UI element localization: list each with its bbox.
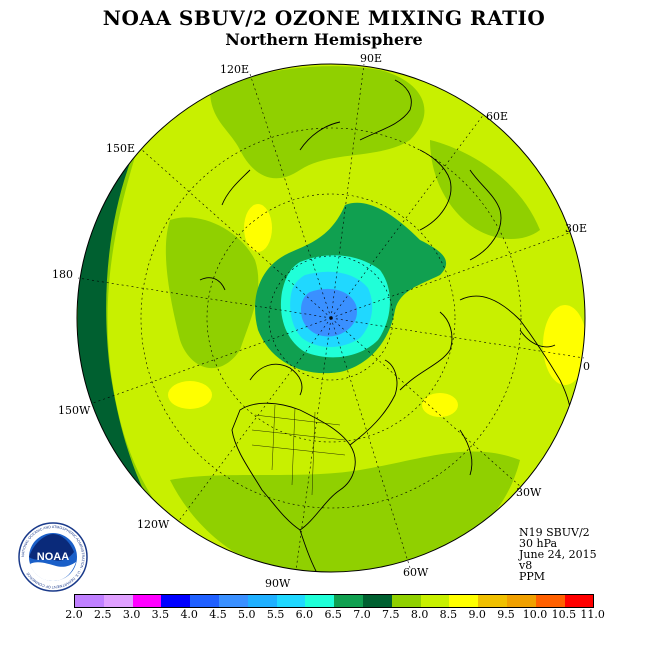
lon-label-90e: 90E <box>360 52 383 65</box>
colorbar-swatch <box>161 595 191 607</box>
ozone-field-8-5 <box>168 381 212 409</box>
colorbar-swatch <box>564 595 594 607</box>
colorbar-tick-label: 6.5 <box>324 608 342 621</box>
colorbar-tick-label: 9.5 <box>497 608 515 621</box>
colorbar-swatch <box>190 595 219 607</box>
colorbar-swatch <box>103 595 133 607</box>
colorbar-swatch <box>276 595 306 607</box>
colorbar-tick-label: 10.5 <box>551 608 577 621</box>
colorbar-swatch <box>478 595 507 607</box>
colorbar-tick-label: 4.5 <box>209 608 227 621</box>
state-borders <box>251 404 346 496</box>
colorbar-swatch <box>535 595 565 607</box>
colorbar-tick-label: 5.5 <box>266 608 285 621</box>
colorbar-swatch <box>334 595 363 607</box>
colorbar-swatch <box>391 595 421 607</box>
colorbar-tick-label: 7.5 <box>382 608 400 621</box>
colorbar-swatch <box>362 595 392 607</box>
lon-label-30w: 30W <box>516 486 542 499</box>
ozone-field-7-5 <box>170 451 520 572</box>
lon-label-90w: 90W <box>265 577 291 590</box>
colorbar-swatch <box>218 595 248 607</box>
lon-label-0: 0 <box>583 360 590 373</box>
colorbar-tick-label: 4.0 <box>180 608 198 621</box>
colorbar-tick-label: 3.0 <box>122 608 141 621</box>
ozone-field-8-5 <box>543 305 585 385</box>
ozone-field-7-5 <box>165 217 259 369</box>
data-info: N19 SBUV/2 30 hPa June 24, 2015 v8 PPM <box>519 527 597 582</box>
version-label: v8 <box>519 559 533 572</box>
page-subtitle: Northern Hemisphere <box>225 30 423 49</box>
colorbar-swatch <box>420 595 450 607</box>
lon-label-120e: 120E <box>220 63 250 76</box>
colorbar-tick-label: 11.0 <box>580 608 605 621</box>
ozone-field-8-5 <box>422 393 458 417</box>
colorbar-swatch <box>506 595 536 607</box>
lon-label-120w: 120W <box>137 518 170 531</box>
ozone-field-7-5 <box>430 140 540 240</box>
colorbar-ticks: 2.0 2.5 3.0 3.5 4.0 4.5 5.0 5.5 6.0 6.5 7.0 7.5 8.0 8… <box>50 608 610 622</box>
date-label: June 24, 2015 <box>519 548 597 561</box>
lon-label-60w: 60W <box>403 566 429 579</box>
colorbar-tick-label: 2.0 <box>65 608 83 621</box>
units-label: PPM <box>519 570 546 583</box>
lon-label-150e: 150E <box>106 142 136 155</box>
pressure-level-label: 30 hPa <box>519 537 558 550</box>
colorbar-tick-label: 8.5 <box>439 608 458 621</box>
lon-label-30e: 30E <box>565 222 588 235</box>
logo-text: NOAA <box>37 551 69 563</box>
colorbar <box>74 594 595 608</box>
noaa-logo: NOAA NATIONAL OCEANIC AND ATMOSPHERIC AD… <box>18 522 88 592</box>
lon-label-60e: 60E <box>486 110 509 123</box>
lon-label-150w: 150W <box>58 404 91 417</box>
colorbar-tick-label: 2.5 <box>94 608 112 621</box>
colorbar-tick-label: 5.0 <box>238 608 256 621</box>
ozone-field-8-5 <box>244 204 272 252</box>
graticule <box>77 63 585 572</box>
map-boundary <box>76 63 586 573</box>
ozone-field-7-5 <box>210 66 425 179</box>
page-title: NOAA SBUV/2 OZONE MIXING RATIO <box>102 6 546 30</box>
colorbar-tick-label: 8.0 <box>410 608 429 621</box>
lon-label-180: 180 <box>52 268 73 281</box>
colorbar-swatch <box>75 595 104 607</box>
colorbar-tick-label: 3.5 <box>151 608 170 621</box>
colorbar-tick-label: 9.0 <box>468 608 486 621</box>
satellite-label: N19 SBUV/2 <box>519 526 590 539</box>
colorbar-tick-label: 6.0 <box>295 608 314 621</box>
colorbar-swatch <box>132 595 162 607</box>
colorbar-tick-label: 10.0 <box>522 608 548 621</box>
colorbar-swatch <box>247 595 277 607</box>
colorbar-swatch <box>449 595 479 607</box>
colorbar-tick-label: 7.0 <box>353 608 371 621</box>
colorbar-swatch <box>305 595 335 607</box>
